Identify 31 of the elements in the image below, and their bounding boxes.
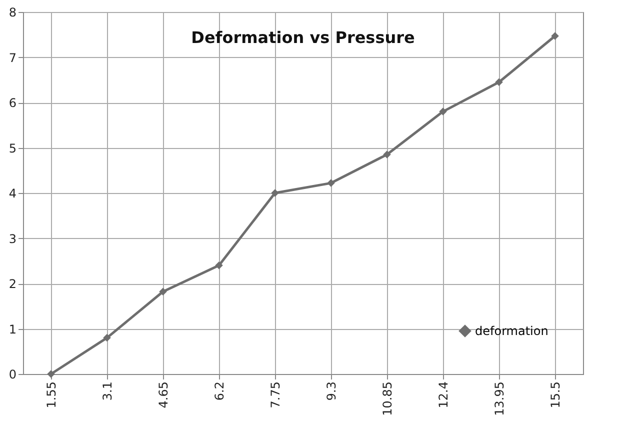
x-tick-label: 9.3 xyxy=(324,382,338,401)
y-tick-label: 0 xyxy=(8,368,16,382)
y-tick-label: 8 xyxy=(8,6,16,20)
point xyxy=(439,108,447,116)
point xyxy=(271,189,279,197)
x-tick-label: 3.1 xyxy=(100,382,114,401)
point xyxy=(103,334,111,342)
x-tick-label: 10.85 xyxy=(380,382,394,416)
point xyxy=(215,262,223,270)
point xyxy=(551,32,559,40)
y-tick-label: 7 xyxy=(8,50,16,65)
point xyxy=(47,370,55,378)
x-tick-label: 4.65 xyxy=(156,382,170,408)
y-tick-label: 3 xyxy=(8,232,16,246)
x-tick-label: 15.5 xyxy=(548,382,562,408)
point xyxy=(327,179,335,187)
x-tick-label: 12.4 xyxy=(436,382,450,408)
text: Deformation vs Pressure xyxy=(191,28,415,47)
x-tick-label: 7.75 xyxy=(268,382,282,408)
x-tick-label: 6.2 xyxy=(212,382,226,401)
y-tick-label: 1 xyxy=(8,322,16,336)
point xyxy=(159,288,167,296)
y-tick-label: 2 xyxy=(8,277,16,291)
x-tick-label: 13.95 xyxy=(492,382,506,416)
x-tick-label: 1.55 xyxy=(44,382,58,408)
point xyxy=(383,150,391,158)
y-tick-label: 5 xyxy=(8,141,16,156)
y-tick-label: 4 xyxy=(8,186,16,200)
y-tick-label: 6 xyxy=(8,96,16,110)
point xyxy=(495,78,503,86)
legend-label: deformation xyxy=(475,324,548,338)
